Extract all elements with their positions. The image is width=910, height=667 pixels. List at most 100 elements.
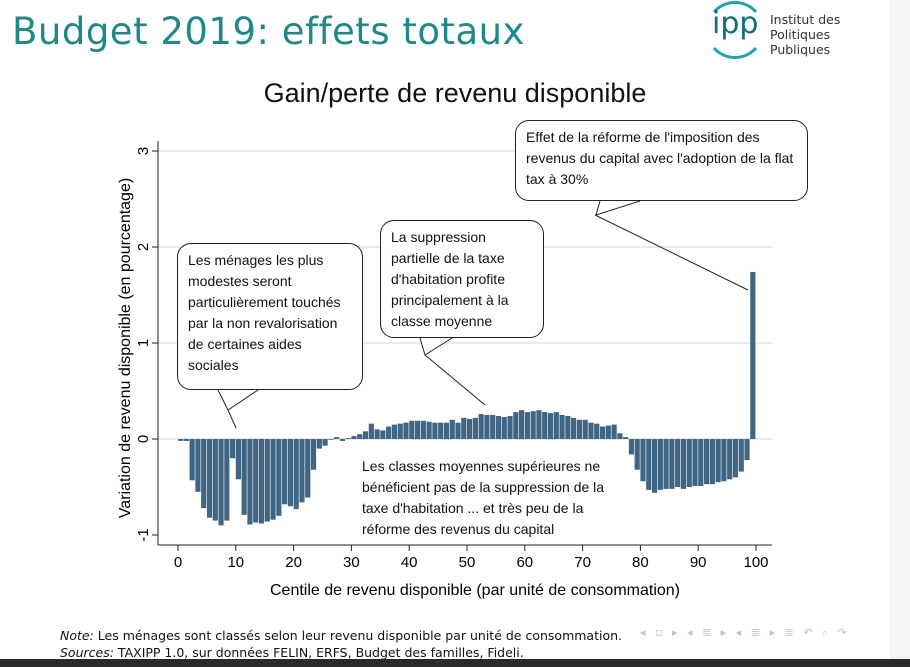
bar: [623, 437, 629, 439]
bar: [305, 439, 311, 498]
bar: [617, 433, 623, 439]
bottom-bar: [0, 659, 910, 667]
x-tick-label: 30: [343, 554, 360, 571]
bar: [310, 439, 317, 470]
bar: [467, 418, 473, 439]
bar: [241, 439, 247, 515]
bar: [270, 439, 276, 520]
bar: [686, 439, 692, 487]
x-tick-label: 100: [743, 554, 768, 571]
chart-title: Gain/perte de revenu disponible: [263, 78, 647, 108]
bar: [472, 417, 478, 439]
bar: [287, 439, 293, 507]
bar: [322, 439, 328, 446]
bar: [449, 419, 455, 439]
bar: [224, 439, 230, 521]
bar: [542, 412, 548, 439]
logo-mark: ipp: [712, 6, 759, 41]
beamer-navigation-icons[interactable]: ◂ ▫ ▸ ◂ ≣ ▸ ◂ ≣ ▸ ≣ ↶ ⌕ ↷: [640, 626, 850, 639]
bar: [651, 439, 658, 493]
bar: [727, 439, 733, 480]
x-tick-label: 20: [285, 554, 302, 571]
bar: [420, 420, 426, 439]
bar: [698, 439, 704, 487]
bar: [258, 439, 265, 524]
bar: [744, 439, 750, 461]
bar: [495, 415, 502, 439]
bar: [605, 425, 611, 439]
bar: [368, 423, 374, 439]
bar: [663, 439, 669, 489]
y-tick-label: -1: [135, 528, 152, 541]
bar: [362, 431, 369, 439]
bar: [547, 413, 554, 439]
bar: [646, 439, 652, 490]
bar: [443, 422, 450, 439]
bar: [374, 429, 380, 439]
bar: [206, 439, 213, 518]
callout-leader-line: [424, 354, 486, 406]
y-tick-label: 3: [135, 147, 152, 155]
bar: [501, 416, 507, 439]
x-axis-label: Centile de revenu disponible (par unité …: [270, 582, 680, 599]
bar: [432, 422, 438, 439]
y-tick-label: 0: [135, 435, 152, 443]
callout-pointer: [217, 389, 259, 411]
bar: [235, 439, 241, 480]
bar: [559, 415, 565, 439]
bar: [680, 439, 687, 489]
bar: [721, 439, 727, 482]
bar: [750, 271, 756, 439]
x-tick-label: 60: [516, 554, 533, 571]
bar: [212, 439, 218, 521]
bar: [183, 439, 189, 441]
bar: [524, 412, 530, 439]
bar: [490, 415, 496, 439]
bar: [657, 439, 663, 490]
sources-text: TAXIPP 1.0, sur données FELIN, ERFS, Bud…: [113, 645, 524, 660]
x-tick-label: 90: [690, 554, 707, 571]
sources-label: Sources:: [60, 645, 114, 660]
bar: [669, 439, 675, 489]
callout-leader-line: [594, 214, 749, 291]
bar: [709, 439, 715, 485]
x-tick-label: 0: [174, 554, 182, 571]
bar: [178, 439, 184, 441]
y-tick-label: 1: [135, 339, 152, 347]
bar: [264, 439, 270, 522]
bar: [397, 423, 403, 439]
bar: [253, 439, 259, 523]
bar: [640, 439, 646, 482]
x-tick-label: 80: [632, 554, 649, 571]
bar: [611, 424, 617, 439]
note-line: Note: Les ménages sont classés selon leu…: [60, 628, 622, 643]
x-tick-label: 70: [574, 554, 591, 571]
bar: [634, 439, 640, 470]
bar: [738, 439, 744, 472]
bar: [334, 437, 340, 439]
y-tick-label: 2: [135, 243, 152, 251]
bar: [276, 439, 282, 516]
bar: [703, 439, 710, 485]
bar: [339, 439, 346, 441]
bar: [513, 412, 519, 439]
note-label: Note:: [60, 628, 94, 643]
x-tick-label: 40: [401, 554, 418, 571]
bar: [189, 439, 195, 481]
x-tick-label: 50: [459, 554, 476, 571]
bar: [628, 439, 635, 455]
bar: [594, 423, 600, 439]
bar: [230, 439, 236, 459]
logo-arc-icon: [712, 1, 758, 59]
bar: [218, 439, 224, 526]
bar: [576, 419, 582, 439]
bar: [201, 439, 207, 509]
logo-line2: Politiques Publiques: [770, 27, 831, 57]
bar: [507, 415, 513, 439]
bar: [565, 415, 571, 439]
bar: [351, 436, 357, 439]
bar: [414, 420, 421, 439]
bar: [293, 439, 299, 510]
callout-pointer: [595, 200, 641, 216]
annotation-bottom: Les classes moyennes supérieures ne béné…: [362, 458, 605, 537]
